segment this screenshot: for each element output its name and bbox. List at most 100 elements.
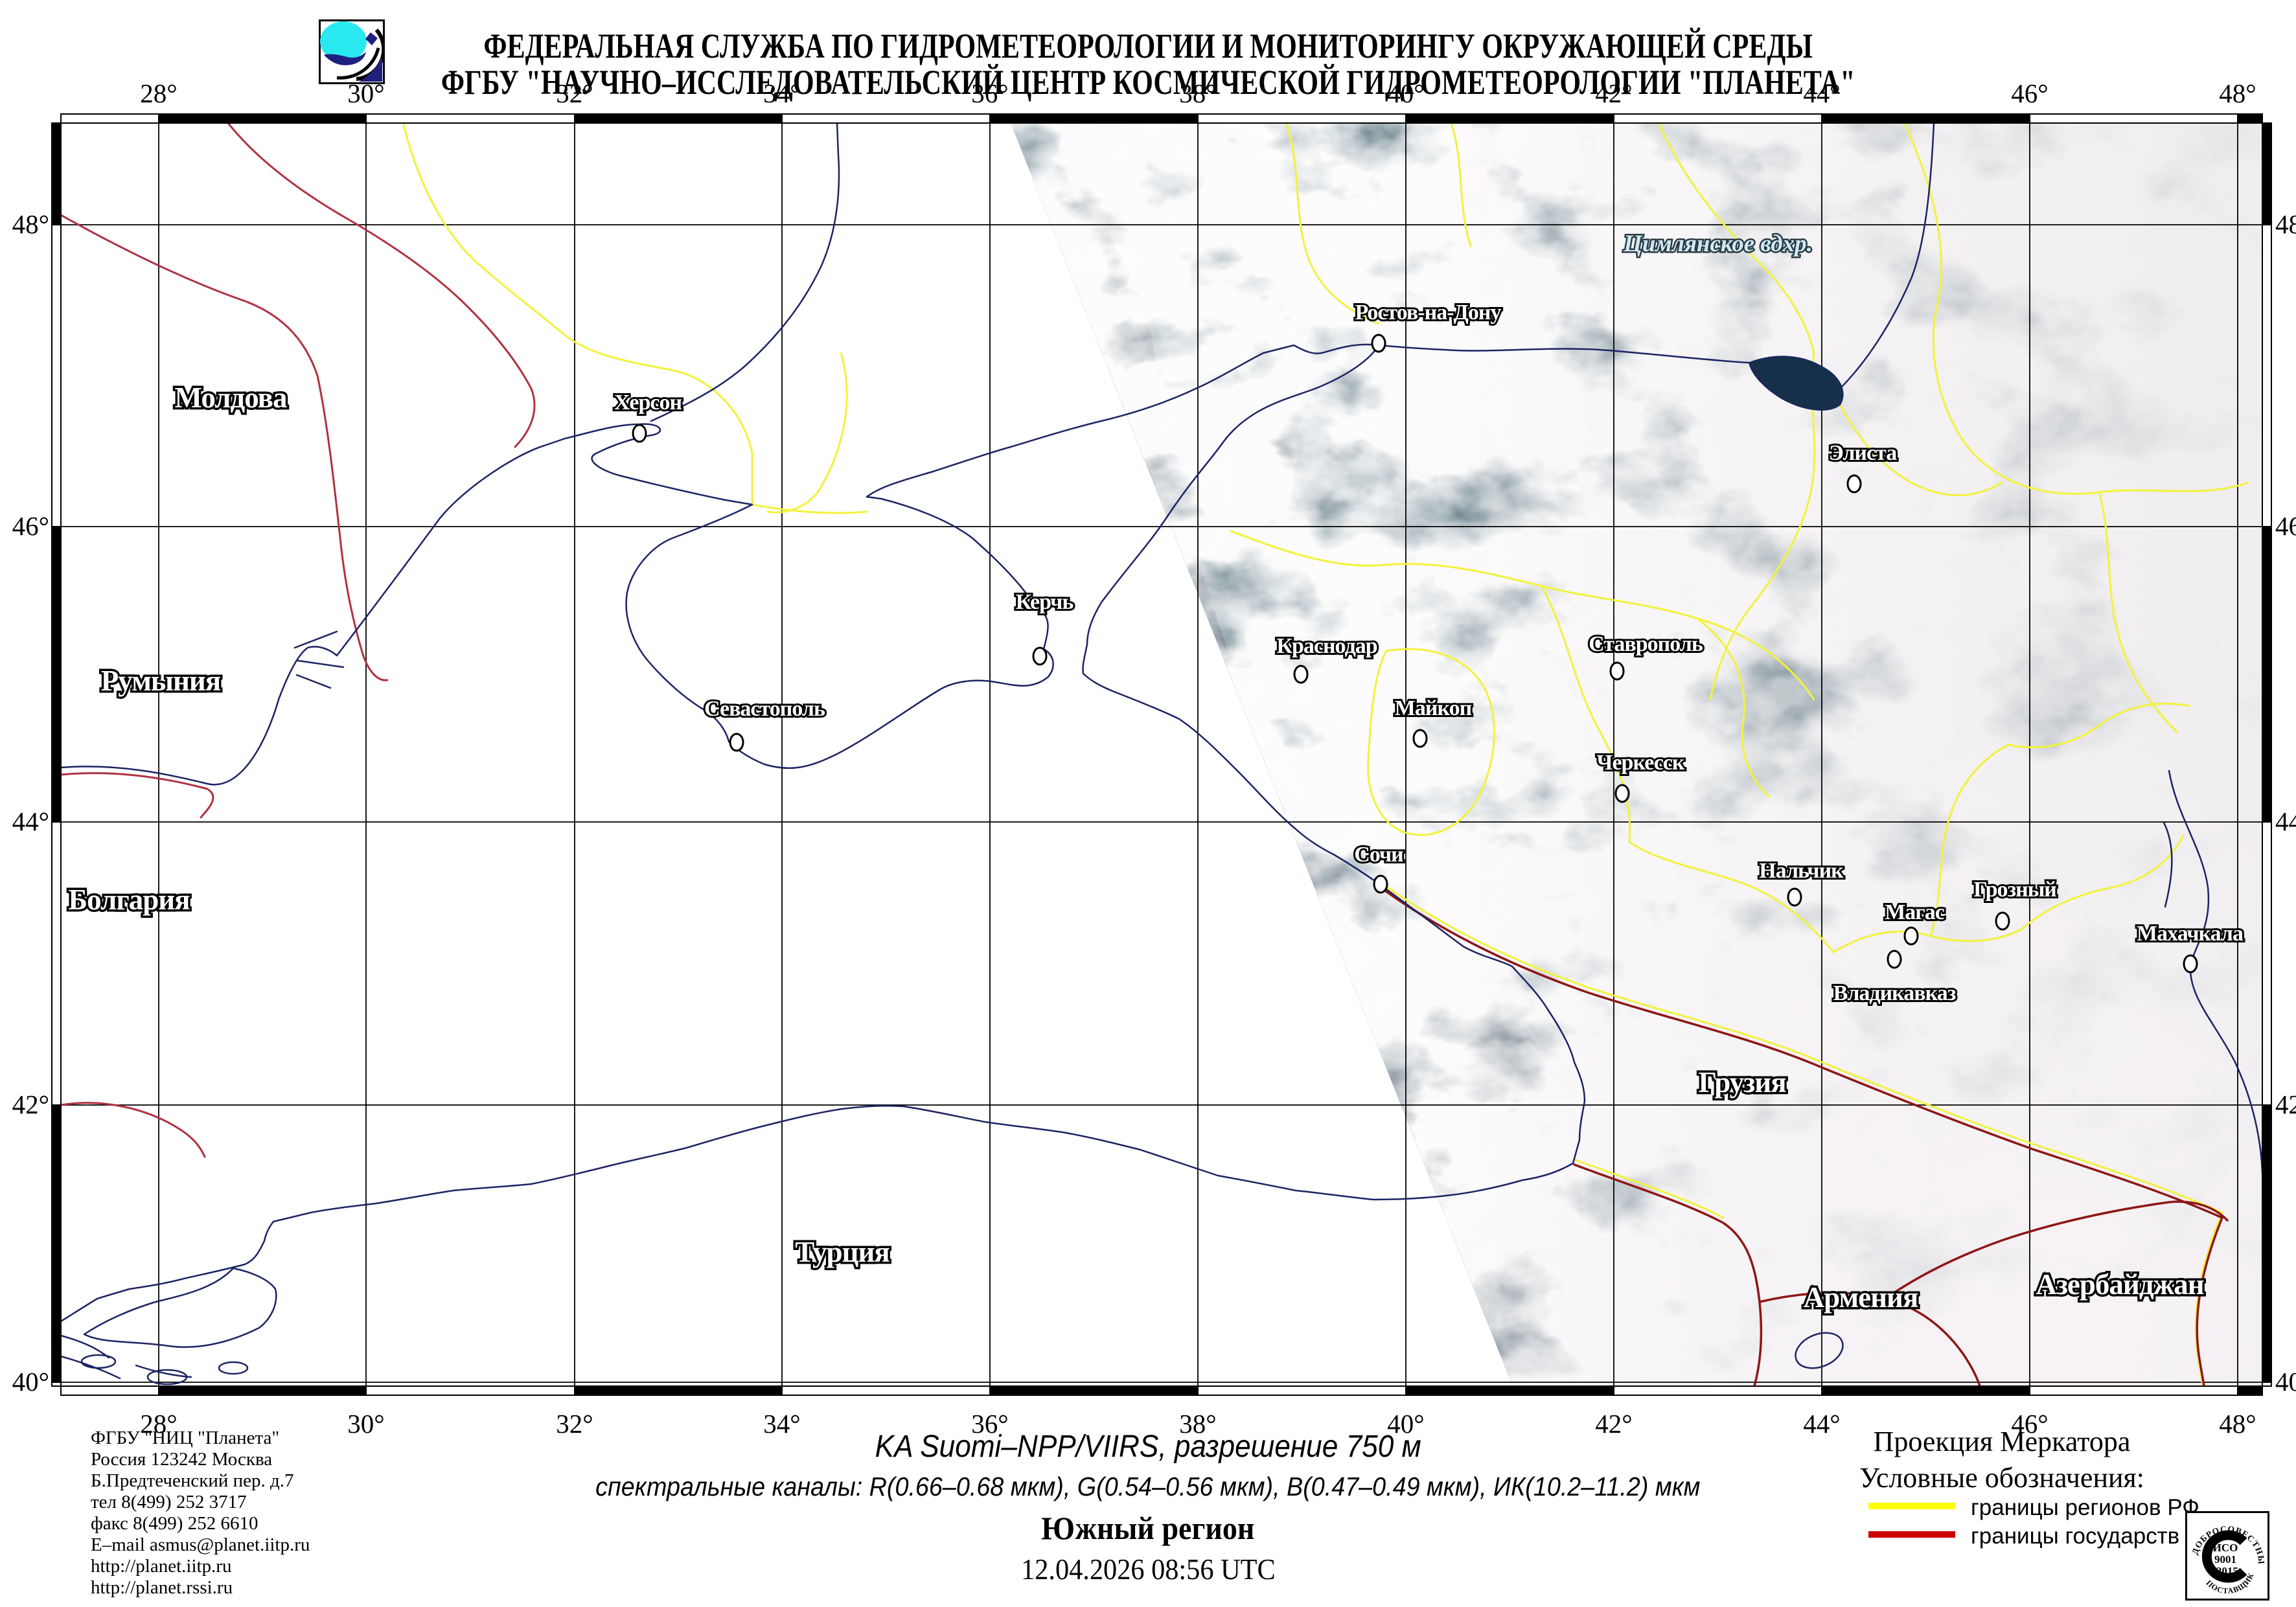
axis-label-lon-bottom: 46° [2011, 1409, 2048, 1439]
axis-label-lon-top: 46° [2011, 78, 2048, 108]
tsimlyansk-reservoir [1749, 356, 1844, 411]
city-marker [1412, 729, 1428, 748]
datetime-label: 12.04.2026 08:56 UTC [1020, 1553, 1276, 1586]
frame-segment [158, 113, 367, 124]
city-marker [632, 424, 647, 443]
frame-segment [365, 113, 575, 124]
axis-label-lat-left: 46° [12, 511, 49, 541]
frame-segment [574, 113, 783, 124]
frame-segment [989, 1385, 1199, 1396]
city-label: Элиста [1829, 441, 1897, 465]
contact-line: E–mail asmus@planet.iitp.ru [91, 1534, 310, 1555]
legend-item-states: границы государств [1971, 1523, 2180, 1549]
frame-segment [2262, 1104, 2272, 1383]
frame-segment [781, 113, 991, 124]
frame-segment [51, 1104, 62, 1383]
frame-segment [2262, 224, 2272, 527]
city-marker [729, 733, 744, 752]
axis-label-lon-bottom: 38° [1179, 1409, 1216, 1439]
axis-label-lon-top: 30° [347, 78, 384, 108]
country-label: Молдова [175, 382, 287, 414]
frame-segment [2262, 1382, 2272, 1387]
frame-segment [2262, 821, 2272, 1106]
iso-9001-badge: ДОБРОСОВЕСТНЫЙ ПОСТАВЩИК ИСО 9001 -2015 [2185, 1511, 2269, 1601]
city-marker [1903, 926, 1919, 946]
city-marker [1032, 646, 1048, 666]
axis-label-lat-left: 48° [12, 209, 49, 239]
frame-segment [60, 1385, 159, 1396]
frame-segment [1613, 1385, 1822, 1396]
axis-label-lon-top: 32° [556, 78, 593, 108]
axis-label-lon-bottom: 48° [2219, 1409, 2256, 1439]
frame-segment [1821, 113, 2030, 124]
axis-label-lon-bottom: 28° [140, 1409, 177, 1439]
map-frame [51, 113, 2272, 1396]
axis-label-lat-right: 40° [2275, 1367, 2296, 1396]
city-label: Ростов-на-Дону [1355, 301, 1502, 325]
country-label: Турция [795, 1236, 890, 1268]
city-label: Махачкала [2137, 922, 2244, 946]
frame-segment [1405, 113, 1614, 124]
frame-segment [989, 113, 1199, 124]
country-label: Румыния [101, 665, 221, 697]
axis-label-lat-left: 40° [12, 1367, 49, 1396]
axis-label-lat-left: 42° [12, 1089, 49, 1119]
frame-segment [781, 1385, 991, 1396]
axis-label-lon-bottom: 36° [971, 1409, 1008, 1439]
don-river-upper [1839, 123, 1935, 390]
city-label: Нальчик [1759, 859, 1844, 883]
sea-of-marmara [83, 1267, 277, 1348]
city-marker [1609, 661, 1625, 681]
frame-segment [60, 113, 159, 124]
city-marker [1787, 887, 1802, 907]
frame-segment [158, 1385, 367, 1396]
spectral-channels-info: спектральные каналы: R(0.66–0.68 мкм), G… [595, 1472, 1701, 1501]
contact-line: Б.Предтеченский пер. д.7 [91, 1470, 294, 1491]
org-title-line1: ФЕДЕРАЛЬНАЯ СЛУЖБА ПО ГИДРОМЕТЕОРОЛОГИИ … [483, 27, 1813, 65]
city-label: Магас [1885, 900, 1945, 924]
city-label: Владикавказ [1833, 981, 1956, 1005]
axis-label-lat-left: 44° [12, 806, 49, 836]
axis-label-lon-top: 44° [1803, 78, 1840, 108]
city-marker [1846, 474, 1862, 494]
graticule [61, 123, 2262, 1386]
contact-line: тел 8(499) 252 3717 [91, 1492, 247, 1512]
axis-label-lon-top: 48° [2219, 78, 2256, 108]
geography-layer [61, 123, 2262, 1386]
frame-segment [51, 122, 62, 225]
danube-delta [293, 630, 345, 689]
city-label: Херсон [614, 391, 682, 415]
reservoir-label: Цимлянское вдхр. [1623, 231, 1813, 257]
frame-segment [1821, 1385, 2030, 1396]
axis-labels: 28° 28° 30° 30° 32° 32° 34° 34° 36° 36° 38° 38° 40° 4… [12, 78, 2296, 1439]
axis-label-lon-bottom: 34° [763, 1409, 800, 1439]
satellite-info: KA Suomi–NPP/VIIRS, разрешение 750 м [875, 1430, 1421, 1464]
axis-label-lon-top: 38° [1179, 78, 1216, 108]
contact-line: факс 8(499) 252 6610 [91, 1513, 258, 1534]
badge-iso: ИСО [2213, 1542, 2238, 1554]
dnieper-river [650, 123, 840, 422]
contact-line: http://planet.iitp.ru [91, 1556, 232, 1577]
frame-segment [51, 224, 62, 527]
axis-label-lon-bottom: 42° [1595, 1409, 1632, 1439]
legend-title: Условные обозначения: [1859, 1462, 2145, 1494]
badge-9001: 9001 [2214, 1553, 2236, 1566]
axis-label-lat-right: 48° [2275, 209, 2296, 239]
axis-label-lon-top: 34° [763, 78, 800, 108]
frame-segment [574, 1385, 783, 1396]
city-marker [1995, 911, 2010, 931]
legend-swatch-regions [1868, 1503, 1955, 1509]
state-borders-west [61, 123, 536, 1158]
contact-line: ФГБУ "НИЦ "Планета" [91, 1428, 280, 1448]
city-label: Севастополь [704, 697, 825, 721]
legend-item-regions: границы регионов РФ [1971, 1495, 2199, 1520]
axis-label-lon-bottom: 32° [556, 1409, 593, 1439]
country-label: Азербайджан [2036, 1268, 2203, 1301]
region-title: Южный регион [1041, 1510, 1255, 1546]
lake-sevan [1795, 1332, 1844, 1369]
country-label: Грузия [1698, 1066, 1786, 1099]
city-marker [2183, 954, 2198, 974]
city-marker [1614, 784, 1630, 803]
